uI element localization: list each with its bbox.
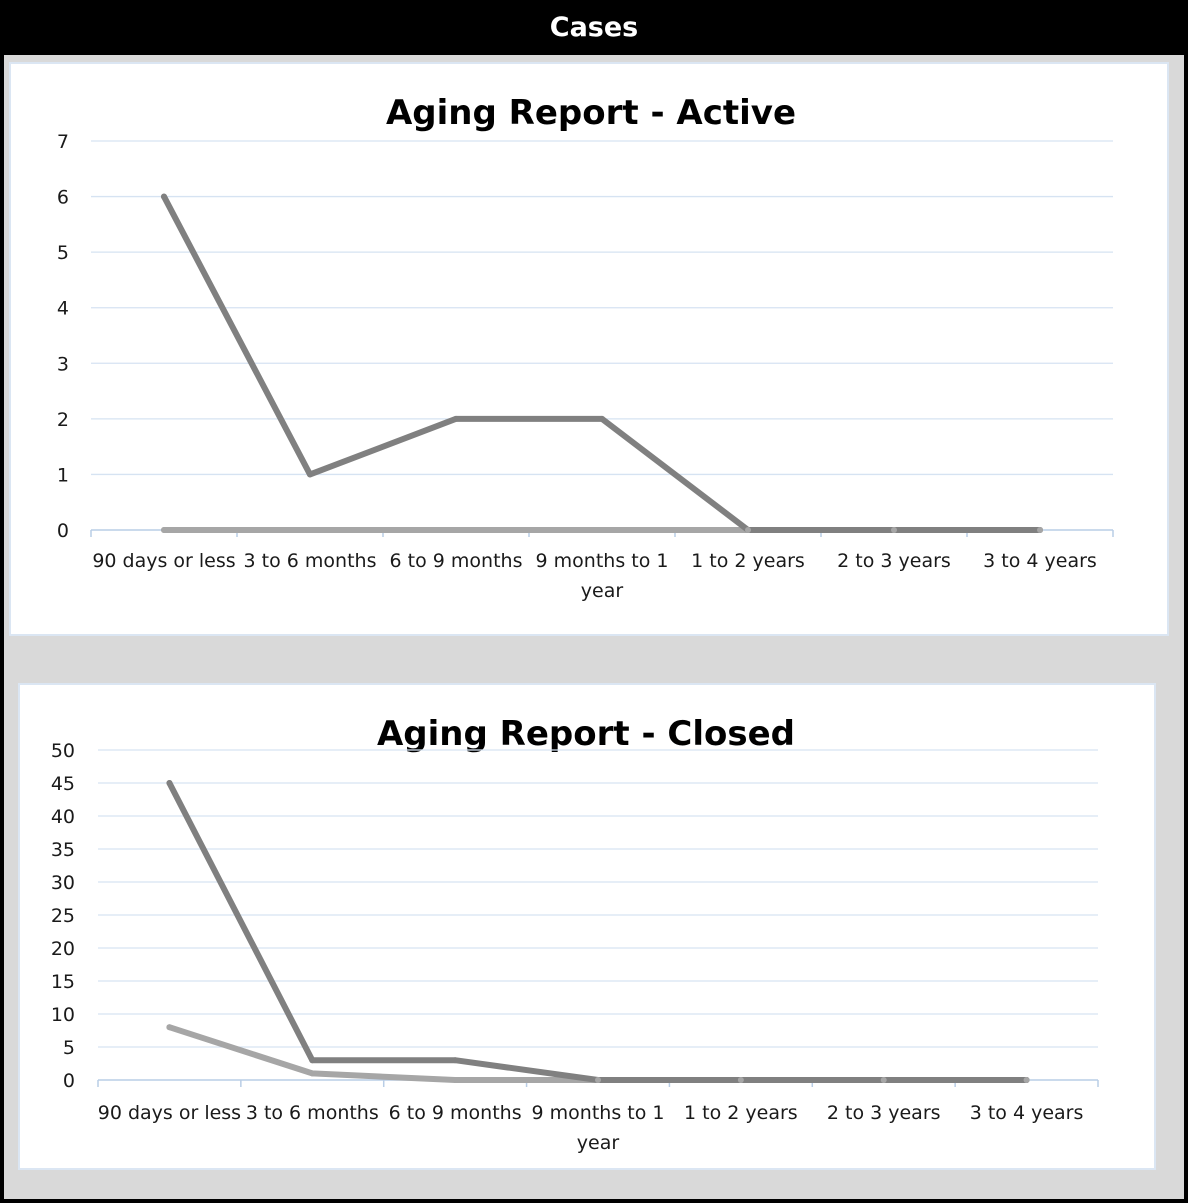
closed-y-tick-label: 10: [51, 1004, 75, 1026]
closed-series-2-point: [166, 1024, 173, 1031]
closed-series-line-1: [166, 780, 1030, 1083]
active-series-1-point: [453, 415, 459, 422]
active-y-tick-label: 0: [57, 520, 69, 542]
active-x-tick-label: 1 to 2 years: [691, 550, 805, 572]
closed-series-2-point: [737, 1077, 744, 1083]
closed-series-1-point: [452, 1057, 459, 1064]
active-series-2-point: [307, 527, 313, 533]
closed-y-tick-label: 30: [51, 872, 75, 894]
active-series-1-point: [599, 415, 605, 422]
closed-x-tick-label: 9 months to 1 year: [532, 1102, 665, 1154]
active-x-tick-label: 3 to 4 years: [983, 550, 1097, 572]
active-series-2-point: [891, 527, 897, 533]
active-chart-title: Aging Report - Active: [386, 93, 796, 133]
closed-x-tick-label: 90 days or less: [98, 1102, 241, 1124]
active-x-tick-label: 90 days or less: [92, 550, 235, 572]
closed-x-tick-label: 3 to 4 years: [970, 1102, 1084, 1124]
active-x-tick-label: 9 months to 1 year: [536, 550, 669, 602]
closed-chart-title: Aging Report - Closed: [377, 714, 795, 754]
active-series-2-point: [599, 527, 605, 533]
active-y-tick-label: 2: [57, 409, 69, 431]
closed-series-2-point: [452, 1077, 459, 1083]
closed-y-tick-label: 25: [51, 905, 75, 927]
active-y-tick-label: 1: [57, 464, 69, 486]
closed-x-tick-label: 1 to 2 years: [684, 1102, 798, 1124]
closed-series-2-point: [595, 1077, 601, 1083]
closed-y-tick-label: 35: [51, 839, 75, 861]
closed-x-tick-label: 6 to 9 months: [389, 1102, 522, 1124]
closed-y-tick-label: 45: [51, 773, 75, 795]
closed-series-2-point: [880, 1077, 887, 1083]
active-x-tick-label: 2 to 3 years: [837, 550, 951, 572]
active-x-tick-label: 3 to 6 months: [244, 550, 377, 572]
closed-y-tick-label: 15: [51, 971, 75, 993]
active-series-2-point: [1037, 527, 1043, 533]
closed-y-tick-label: 50: [51, 740, 75, 762]
closed-y-tick-label: 20: [51, 938, 75, 960]
active-series-2-point: [453, 527, 459, 533]
closed-aging-chart-panel: Aging Report - Closed 0 5 10 15 20 25 30 35 40 45 5…: [18, 683, 1156, 1170]
closed-series-1-point: [166, 780, 173, 786]
closed-y-tick-label: 0: [63, 1070, 75, 1092]
closed-y-tick-label: 40: [51, 806, 75, 828]
active-y-tick-label: 4: [57, 298, 69, 320]
active-y-tick-label: 3: [57, 353, 69, 375]
cases-title: Cases: [549, 12, 639, 43]
active-series-2-point: [161, 527, 167, 533]
closed-series-2-point: [1023, 1077, 1030, 1083]
closed-y-tick-label: 5: [63, 1037, 75, 1059]
closed-aging-chart: Aging Report - Closed 0 5 10 15 20 25 30 35 40 45 5…: [51, 714, 1099, 1154]
closed-series-2-point: [309, 1070, 316, 1077]
cases-header: Cases: [0, 0, 1188, 55]
closed-series-1-point: [309, 1057, 316, 1064]
closed-x-tick-label: 2 to 3 years: [827, 1102, 941, 1124]
active-aging-chart-panel: Aging Report - Active 0 1 2 3 4 5 6 7 90 days or …: [9, 62, 1169, 636]
active-x-tick-label: 6 to 9 months: [390, 550, 523, 572]
active-y-tick-label: 7: [57, 131, 69, 153]
active-series-1-point: [161, 193, 167, 200]
closed-x-tick-label: 3 to 6 months: [246, 1102, 379, 1124]
active-y-tick-label: 5: [57, 242, 69, 264]
active-series-1-point: [307, 471, 313, 478]
active-aging-chart: Aging Report - Active 0 1 2 3 4 5 6 7 90 days or …: [57, 93, 1114, 602]
active-y-tick-label: 6: [57, 187, 69, 209]
active-series-2-point: [745, 527, 751, 533]
